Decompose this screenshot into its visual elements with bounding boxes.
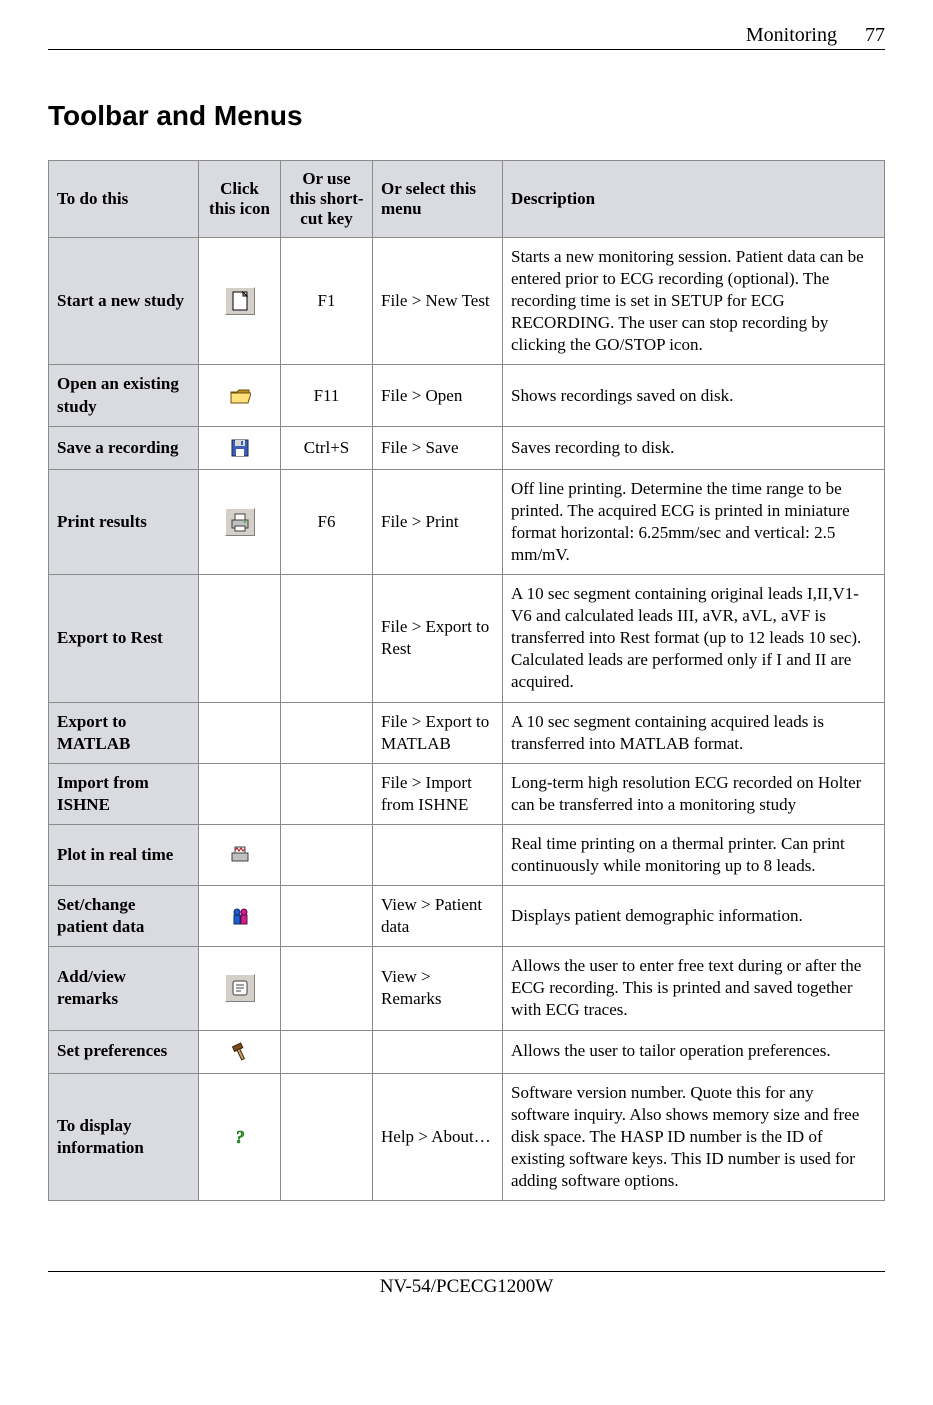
table-row: Start a new study F1File > New TestStarts… xyxy=(49,238,885,365)
cell-menu: File > Save xyxy=(373,426,503,469)
cell-description: Off line printing. Determine the time ra… xyxy=(503,469,885,574)
table-row: To display information Help > About…Softw… xyxy=(49,1073,885,1200)
cell-action: To display information xyxy=(49,1073,199,1200)
patient-icon xyxy=(226,903,254,929)
cell-menu: File > New Test xyxy=(373,238,503,365)
cell-shortcut xyxy=(281,763,373,824)
cell-description: Allows the user to tailor operation pref… xyxy=(503,1030,885,1073)
cell-menu: File > Export to MATLAB xyxy=(373,702,503,763)
cell-menu: File > Import from ISHNE xyxy=(373,763,503,824)
cell-menu: View > Remarks xyxy=(373,947,503,1030)
table-row: Add/view remarks View > RemarksAllows the… xyxy=(49,947,885,1030)
table-row: Print results F6File > PrintOff line prin… xyxy=(49,469,885,574)
cell-menu xyxy=(373,1030,503,1073)
table-row: Import from ISHNE File > Import from ISHN… xyxy=(49,763,885,824)
hammer-icon xyxy=(226,1039,254,1065)
open-folder-icon xyxy=(226,383,254,409)
table-row: Export to MATLAB File > Export to MATLABA… xyxy=(49,702,885,763)
cell-icon xyxy=(199,824,281,885)
table-row: Open an existing study F11File > OpenShow… xyxy=(49,365,885,426)
cell-shortcut xyxy=(281,886,373,947)
cell-description: Displays patient demographic information… xyxy=(503,886,885,947)
cell-menu: File > Print xyxy=(373,469,503,574)
printer-icon xyxy=(225,508,255,536)
realtime-print-icon xyxy=(226,842,254,868)
cell-menu: File > Open xyxy=(373,365,503,426)
cell-icon xyxy=(199,469,281,574)
cell-icon xyxy=(199,426,281,469)
cell-shortcut xyxy=(281,947,373,1030)
cell-icon xyxy=(199,1030,281,1073)
cell-shortcut xyxy=(281,824,373,885)
cell-action: Export to Rest xyxy=(49,575,199,702)
cell-action: Import from ISHNE xyxy=(49,763,199,824)
cell-action: Add/view remarks xyxy=(49,947,199,1030)
cell-icon xyxy=(199,575,281,702)
cell-shortcut: Ctrl+S xyxy=(281,426,373,469)
table-row: Plot in real time Real time printing on a… xyxy=(49,824,885,885)
help-icon xyxy=(226,1124,254,1150)
cell-action: Set/change patient data xyxy=(49,886,199,947)
cell-shortcut: F6 xyxy=(281,469,373,574)
cell-shortcut xyxy=(281,575,373,702)
cell-icon xyxy=(199,365,281,426)
cell-description: A 10 sec segment containing acquired lea… xyxy=(503,702,885,763)
toolbar-menu-table: To do this Click this icon Or use this s… xyxy=(48,160,885,1201)
col-header-description: Description xyxy=(503,161,885,238)
cell-description: Real time printing on a thermal printer.… xyxy=(503,824,885,885)
cell-description: Allows the user to enter free text durin… xyxy=(503,947,885,1030)
cell-icon xyxy=(199,238,281,365)
new-doc-icon xyxy=(225,287,255,315)
cell-shortcut: F1 xyxy=(281,238,373,365)
cell-icon xyxy=(199,947,281,1030)
table-row: Save a recording Ctrl+SFile > SaveSaves r… xyxy=(49,426,885,469)
header-section-title: Monitoring xyxy=(746,24,837,47)
table-row: Set preferences Allows the user to tailor… xyxy=(49,1030,885,1073)
cell-description: Starts a new monitoring session. Patient… xyxy=(503,238,885,365)
cell-action: Open an existing study xyxy=(49,365,199,426)
footer-text: NV-54/PCECG1200W xyxy=(380,1276,553,1297)
remarks-icon xyxy=(225,974,255,1002)
table-header-row: To do this Click this icon Or use this s… xyxy=(49,161,885,238)
cell-icon xyxy=(199,763,281,824)
cell-description: Shows recordings saved on disk. xyxy=(503,365,885,426)
table-row: Export to Rest File > Export to RestA 10 … xyxy=(49,575,885,702)
page-footer: NV-54/PCECG1200W xyxy=(48,1271,885,1298)
cell-shortcut: F11 xyxy=(281,365,373,426)
cell-icon xyxy=(199,702,281,763)
cell-action: Plot in real time xyxy=(49,824,199,885)
cell-description: A 10 sec segment containing original lea… xyxy=(503,575,885,702)
cell-action: Start a new study xyxy=(49,238,199,365)
col-header-action: To do this xyxy=(49,161,199,238)
col-header-menu: Or select this menu xyxy=(373,161,503,238)
cell-menu: View > Patient data xyxy=(373,886,503,947)
col-header-shortcut: Or use this short-cut key xyxy=(281,161,373,238)
table-row: Set/change patient data View > Patient da… xyxy=(49,886,885,947)
page-title: Toolbar and Menus xyxy=(48,100,885,132)
cell-shortcut xyxy=(281,1030,373,1073)
cell-action: Save a recording xyxy=(49,426,199,469)
cell-description: Long-term high resolution ECG recorded o… xyxy=(503,763,885,824)
cell-action: Print results xyxy=(49,469,199,574)
cell-menu: Help > About… xyxy=(373,1073,503,1200)
cell-shortcut xyxy=(281,702,373,763)
cell-icon xyxy=(199,886,281,947)
cell-description: Software version number. Quote this for … xyxy=(503,1073,885,1200)
header-page-number: 77 xyxy=(865,24,885,47)
page-header: Monitoring 77 xyxy=(48,24,885,50)
disk-icon xyxy=(226,435,254,461)
cell-menu xyxy=(373,824,503,885)
cell-action: Set preferences xyxy=(49,1030,199,1073)
cell-description: Saves recording to disk. xyxy=(503,426,885,469)
cell-action: Export to MATLAB xyxy=(49,702,199,763)
col-header-icon: Click this icon xyxy=(199,161,281,238)
cell-shortcut xyxy=(281,1073,373,1200)
cell-menu: File > Export to Rest xyxy=(373,575,503,702)
cell-icon xyxy=(199,1073,281,1200)
